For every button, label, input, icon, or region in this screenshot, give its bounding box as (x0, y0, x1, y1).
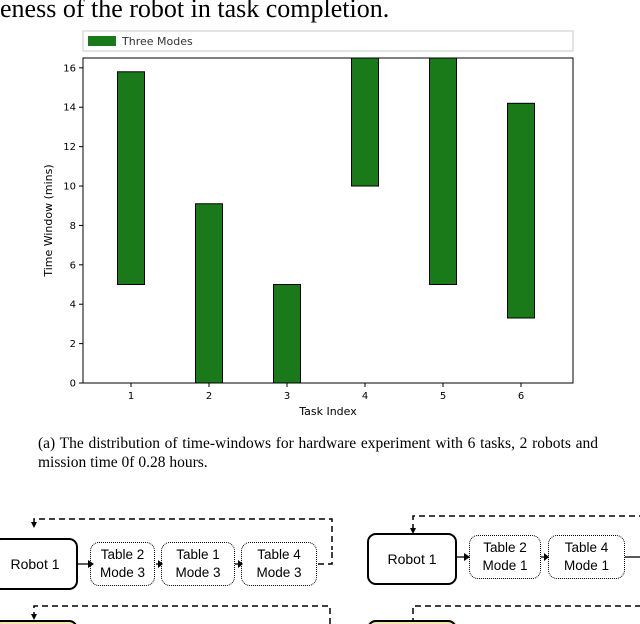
y-tick-label: 10 (63, 182, 76, 193)
flowchart-connectors (31, 515, 640, 624)
bar-task-2 (195, 203, 223, 384)
bar-task-5 (429, 57, 457, 286)
task-table-label: Table 4 (257, 547, 301, 562)
task-table-label: Table 2 (483, 540, 527, 555)
x-tick-label: 1 (128, 391, 134, 402)
y-tick-label: 0 (70, 379, 76, 390)
y-tick-label: 16 (63, 63, 76, 74)
left-feedback-loop-row1 (33, 518, 333, 550)
task-mode-label: Mode 3 (256, 565, 302, 580)
arrow-icon (88, 560, 94, 568)
y-tick-label: 4 (70, 300, 76, 311)
y-axis-label: Time Window (mins) (42, 164, 55, 277)
robot-label: Robot 1 (10, 556, 60, 572)
bar-task-6 (507, 102, 535, 319)
left-robot-2-box-partial (0, 620, 78, 624)
x-tick-label: 6 (518, 391, 524, 402)
task-mode-label: Mode 3 (175, 565, 221, 580)
legend-swatch (88, 36, 116, 46)
left-task-box-3: Table 4 Mode 3 (241, 542, 317, 586)
left-robot-1-box: Robot 1 (0, 538, 78, 590)
y-tick-label: 14 (63, 103, 76, 114)
right-feedback-loop-row2 (412, 605, 640, 624)
left-task-box-1: Table 2 Mode 3 (90, 542, 155, 586)
x-tick-label: 4 (362, 391, 368, 402)
legend-label: Three Modes (121, 35, 193, 48)
bar-task-4 (351, 57, 379, 187)
x-tick-label: 3 (284, 391, 290, 402)
y-tick-label: 12 (63, 142, 76, 153)
arrow-icon (238, 560, 243, 568)
right-task-box-1: Table 2 Mode 1 (469, 535, 541, 579)
plot-area-frame (82, 57, 574, 384)
y-tick-label: 2 (70, 339, 76, 350)
robot-task-flowchart: Robot 1 Table 2 Mode 3 Table 1 Mode 3 Tabl… (0, 510, 640, 624)
task-table-label: Table 4 (564, 540, 609, 555)
right-robot-2-box-partial (367, 620, 457, 624)
x-tick-label: 2 (206, 391, 212, 402)
task-mode-label: Mode 1 (482, 558, 528, 573)
robot-label: Robot 1 (387, 551, 437, 567)
paper-text-fragment: eness of the robot in task completion. (0, 0, 390, 23)
task-mode-label: Mode 3 (99, 565, 146, 580)
task-table-label: Table 1 (176, 547, 220, 562)
figure-caption: (a) The distribution of time-windows for… (38, 435, 598, 471)
arrow-icon (544, 553, 549, 561)
arrow-icon (158, 560, 163, 568)
arrow-icon (464, 553, 470, 561)
right-task-box-2: Table 4 Mode 1 (548, 535, 625, 579)
x-axis-label: Task Index (298, 405, 357, 418)
bar-task-3 (273, 284, 301, 384)
task-mode-label: Mode 1 (563, 558, 610, 573)
y-tick-label: 8 (70, 221, 76, 232)
x-tick-label: 5 (440, 391, 446, 402)
left-task-box-2: Table 1 Mode 3 (161, 542, 235, 586)
y-tick-label: 6 (70, 260, 76, 271)
bar-task-1 (117, 71, 145, 286)
right-robot-1-box: Robot 1 (367, 533, 457, 585)
chart-legend (82, 30, 574, 52)
right-feedback-loop-row1 (412, 515, 640, 530)
left-feedback-loop-row2 (33, 605, 331, 624)
task-table-label: Table 2 (100, 547, 145, 562)
